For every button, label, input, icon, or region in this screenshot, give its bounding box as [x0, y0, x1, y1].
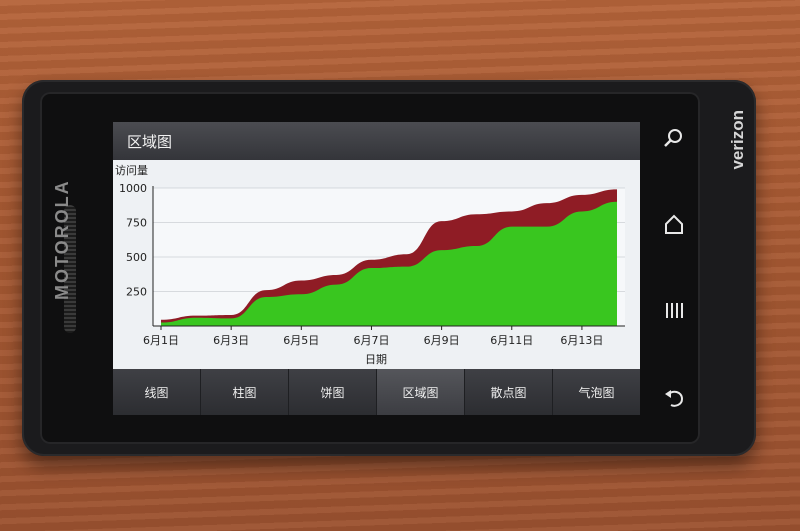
page-title: 区域图 [127, 133, 173, 151]
hardware-softkeys [650, 120, 696, 420]
area-series-1 [161, 201, 617, 326]
x-tick-label: 6月5日 [283, 334, 319, 347]
title-bar: 区域图 [113, 122, 640, 160]
area-chart: 访问量 日期 1000 750 500 250 6月1日 6月3日 6月5日 6月7日 6月9日… [113, 160, 640, 369]
tab-bar[interactable]: 柱图 [201, 369, 289, 415]
carrier-logo: verizon [728, 110, 747, 170]
tab-scatter[interactable]: 散点图 [465, 369, 553, 415]
y-tick-label: 750 [126, 217, 147, 230]
tab-line[interactable]: 线图 [113, 369, 201, 415]
phone-screen: 区域图 访问量 日期 1000 750 500 250 6月1日 6月3日 6月5日 6月7日… [113, 122, 640, 415]
chart-type-tabs: 线图 柱图 饼图 区域图 散点图 气泡图 [113, 369, 640, 415]
y-tick-label: 500 [126, 251, 147, 264]
x-tick-label: 6月9日 [424, 334, 460, 347]
brand-logo: MOTOROLA [52, 179, 72, 300]
back-icon[interactable] [662, 386, 686, 410]
y-axis-label: 访问量 [115, 164, 148, 177]
tab-bubble[interactable]: 气泡图 [578, 385, 615, 400]
x-tick-label: 6月3日 [213, 334, 249, 347]
x-axis-label: 日期 [365, 353, 387, 366]
search-icon[interactable] [662, 126, 686, 150]
y-tick-label: 1000 [119, 182, 147, 195]
home-icon[interactable] [662, 212, 686, 236]
x-tick-label: 6月13日 [560, 334, 603, 347]
speaker-grille [64, 205, 76, 333]
tab-area[interactable]: 区域图 [377, 369, 465, 415]
x-tick-label: 6月11日 [490, 334, 533, 347]
menu-icon[interactable] [662, 298, 686, 322]
x-tick-label: 6月1日 [143, 334, 179, 347]
x-tick-label: 6月7日 [353, 334, 389, 347]
y-tick-label: 250 [126, 286, 147, 299]
tab-pie[interactable]: 饼图 [289, 369, 377, 415]
